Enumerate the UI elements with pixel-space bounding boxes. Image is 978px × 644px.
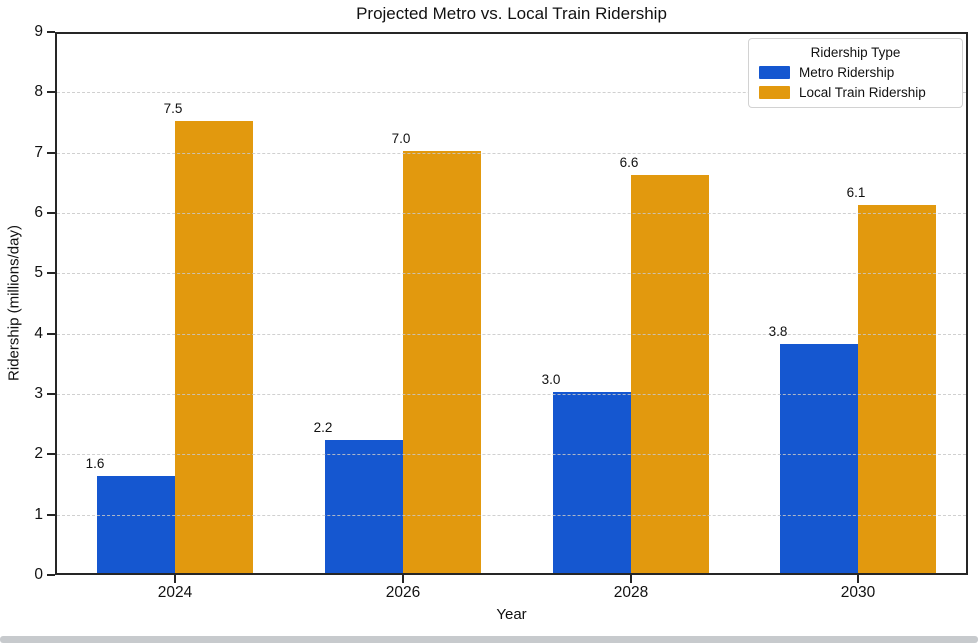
gridline-y-1 <box>57 514 966 516</box>
bar-value-label: 3.0 <box>541 372 561 387</box>
x-axis-label: Year <box>496 606 527 623</box>
bar-metro-ridership-2028 <box>553 392 631 573</box>
y-tick-mark <box>47 332 55 335</box>
bar-value-label: 7.0 <box>391 130 411 146</box>
bar-local-train-ridership-2026 <box>403 150 481 573</box>
legend-swatch <box>759 66 790 79</box>
y-tick-mark <box>47 574 55 576</box>
x-tick-label-2028: 2028 <box>613 584 649 601</box>
x-tick-mark <box>174 575 176 583</box>
horizontal-scrollbar[interactable] <box>0 636 978 643</box>
legend-label: Local Train Ridership <box>799 85 926 100</box>
y-tick-label: 2 <box>34 445 43 463</box>
legend-entry-local-train-ridership: Local Train Ridership <box>759 85 952 100</box>
gridline-y-2 <box>57 454 966 456</box>
x-tick-mark <box>857 575 859 583</box>
plot-area <box>55 32 968 575</box>
bar-metro-ridership-2026 <box>325 440 403 573</box>
y-tick-label: 9 <box>34 23 43 40</box>
y-tick-mark <box>47 212 55 214</box>
y-tick-label: 3 <box>34 385 43 402</box>
gridline-y-4 <box>57 333 966 335</box>
x-tick-label-2026: 2026 <box>385 584 421 601</box>
gridline-y-6 <box>57 213 966 214</box>
bar-value-label: 2.2 <box>313 420 333 436</box>
gridline-y-8 <box>57 92 966 94</box>
bar-value-label: 6.6 <box>619 154 639 170</box>
y-tick-mark <box>47 513 55 516</box>
legend-label: Metro Ridership <box>799 65 895 80</box>
y-tick-label: 6 <box>34 204 43 221</box>
y-tick-mark <box>47 453 55 456</box>
y-tick-mark <box>47 91 55 94</box>
legend-title: Ridership Type <box>810 45 901 60</box>
bar-value-label: 3.8 <box>768 323 788 339</box>
y-tick-label: 5 <box>34 264 43 282</box>
bar-local-train-ridership-2030 <box>858 204 936 573</box>
y-tick-label: 7 <box>34 143 43 161</box>
y-tick-mark <box>47 151 55 154</box>
y-tick-label: 8 <box>34 83 43 101</box>
x-tick-mark <box>630 575 632 583</box>
y-tick-mark <box>47 393 55 395</box>
bar-metro-ridership-2030 <box>780 343 858 573</box>
y-tick-label: 4 <box>34 324 43 342</box>
gridline-y-3 <box>57 394 966 395</box>
bar-value-label: 7.5 <box>163 100 183 116</box>
bar-value-label: 1.6 <box>85 456 105 472</box>
gridline-y-7 <box>57 152 966 154</box>
legend-swatch <box>759 86 790 99</box>
y-tick-mark <box>47 31 55 33</box>
gridline-y-5 <box>57 273 966 275</box>
legend-entries: Metro Ridership Local Train Ridership <box>759 65 952 100</box>
y-tick-mark <box>47 272 55 275</box>
chart-title: Projected Metro vs. Local Train Ridershi… <box>356 4 667 23</box>
y-tick-label: 0 <box>34 566 43 583</box>
x-tick-label-2024: 2024 <box>157 584 193 601</box>
y-tick-label: 1 <box>34 505 43 523</box>
legend: Ridership Type Metro Ridership Local Trai… <box>748 38 963 108</box>
bar-local-train-ridership-2028 <box>631 174 709 573</box>
x-tick-label-2030: 2030 <box>840 584 876 601</box>
legend-entry-metro-ridership: Metro Ridership <box>759 65 952 80</box>
y-axis-label: Ridership (millions/day) <box>5 225 23 381</box>
x-tick-mark <box>402 575 404 583</box>
bar-value-label: 6.1 <box>846 184 866 200</box>
bar-local-train-ridership-2024 <box>175 120 253 573</box>
bar-metro-ridership-2024 <box>97 476 175 573</box>
